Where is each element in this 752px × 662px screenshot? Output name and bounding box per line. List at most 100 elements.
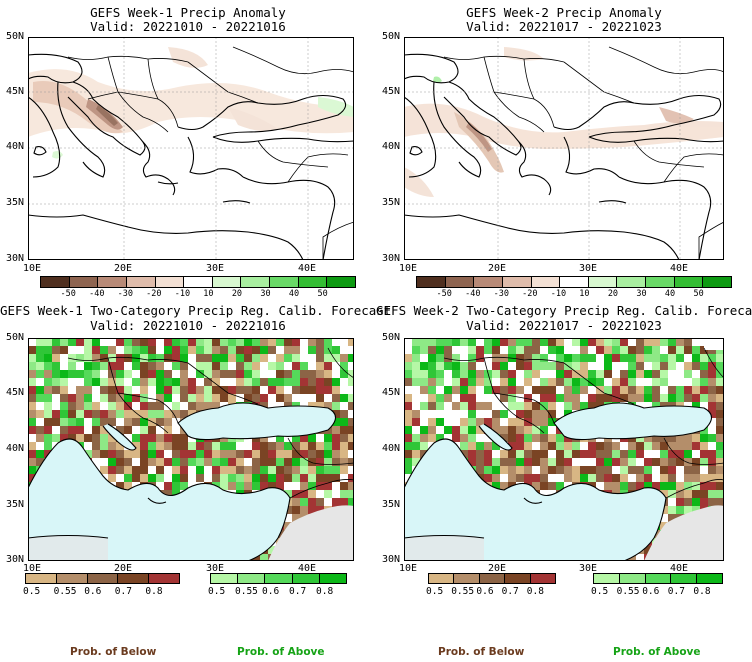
forecast-cell: [236, 466, 244, 474]
forecast-cell: [556, 474, 564, 482]
forecast-cell: [164, 338, 172, 346]
forecast-cell: [44, 402, 52, 410]
forecast-cell: [108, 362, 116, 370]
forecast-cell: [572, 378, 580, 386]
forecast-cell: [476, 386, 484, 394]
forecast-cell: [44, 370, 52, 378]
forecast-cell: [260, 442, 268, 450]
forecast-cell: [188, 466, 196, 474]
forecast-cell: [420, 426, 428, 434]
forecast-cell: [92, 354, 100, 362]
forecast-cell: [548, 490, 556, 498]
forecast-cell: [540, 386, 548, 394]
forecast-cell: [220, 474, 228, 482]
forecast-cell: [516, 346, 524, 354]
forecast-cell: [532, 354, 540, 362]
forecast-cell: [444, 434, 452, 442]
forecast-cell: [500, 426, 508, 434]
forecast-cell: [156, 346, 164, 354]
forecast-cell: [164, 402, 172, 410]
forecast-cell: [516, 426, 524, 434]
forecast-cell: [84, 370, 92, 378]
forecast-cell: [300, 498, 308, 506]
forecast-cell: [700, 434, 708, 442]
forecast-cell: [276, 402, 284, 410]
forecast-cell: [76, 386, 84, 394]
forecast-cell: [324, 346, 332, 354]
forecast-cell: [572, 474, 580, 482]
forecast-cell: [156, 450, 164, 458]
forecast-cell: [660, 458, 668, 466]
forecast-cell: [412, 442, 420, 450]
forecast-cell: [500, 354, 508, 362]
forecast-cell: [620, 338, 628, 346]
forecast-cell: [484, 338, 492, 346]
forecast-cell: [716, 442, 724, 450]
forecast-cell: [204, 466, 212, 474]
forecast-cell: [204, 402, 212, 410]
forecast-cell: [716, 490, 724, 498]
colorbar-swatch: [502, 277, 532, 287]
forecast-cell: [636, 554, 644, 561]
forecast-cell: [28, 450, 36, 458]
forecast-cell: [276, 474, 284, 482]
forecast-cell: [644, 482, 652, 490]
forecast-cell: [684, 354, 692, 362]
forecast-cell: [292, 514, 300, 522]
forecast-cell: [636, 386, 644, 394]
forecast-cell: [644, 370, 652, 378]
forecast-cell: [148, 458, 156, 466]
forecast-cell: [612, 474, 620, 482]
forecast-cell: [596, 370, 604, 378]
colorbar-label: 0.8: [526, 586, 544, 597]
forecast-cell: [276, 458, 284, 466]
forecast-cell: [500, 418, 508, 426]
forecast-cell: [692, 402, 700, 410]
forecast-cell: [476, 418, 484, 426]
forecast-cell: [676, 482, 684, 490]
forecast-cell: [84, 418, 92, 426]
forecast-cell: [36, 410, 44, 418]
colorbar-swatch: [265, 574, 293, 583]
forecast-cell: [316, 370, 324, 378]
lat-label: 45N: [381, 86, 400, 97]
forecast-cell: [412, 354, 420, 362]
forecast-cell: [84, 362, 92, 370]
colorbar-label: 0.8: [316, 586, 334, 597]
forecast-cell: [708, 370, 716, 378]
forecast-cell: [268, 458, 276, 466]
forecast-cell: [572, 338, 580, 346]
forecast-cell: [84, 450, 92, 458]
forecast-cell: [132, 338, 140, 346]
forecast-cell: [172, 354, 180, 362]
forecast-cell: [412, 338, 420, 346]
forecast-cell: [236, 474, 244, 482]
forecast-cell: [604, 458, 612, 466]
forecast-cell: [452, 394, 460, 402]
forecast-cell: [500, 474, 508, 482]
forecast-cell: [436, 426, 444, 434]
forecast-cell: [676, 450, 684, 458]
forecast-cell: [460, 402, 468, 410]
forecast-cell: [676, 338, 684, 346]
forecast-cell: [348, 458, 354, 466]
forecast-cell: [140, 418, 148, 426]
colorbar-swatch: [674, 277, 704, 287]
forecast-cell: [148, 410, 156, 418]
forecast-cell: [588, 386, 596, 394]
forecast-cell: [596, 482, 604, 490]
forecast-cell: [116, 442, 124, 450]
forecast-cell: [124, 418, 132, 426]
forecast-cell: [604, 386, 612, 394]
forecast-cell: [68, 362, 76, 370]
forecast-cell: [516, 362, 524, 370]
forecast-cell: [100, 354, 108, 362]
forecast-cell: [636, 442, 644, 450]
forecast-cell: [708, 458, 716, 466]
forecast-cell: [164, 362, 172, 370]
forecast-cell: [324, 402, 332, 410]
colorbar-swatch: [155, 277, 185, 287]
panel-valid-dates: Valid: 20221010 - 20221016: [90, 318, 286, 333]
forecast-cell: [636, 378, 644, 386]
forecast-cell: [404, 442, 412, 450]
